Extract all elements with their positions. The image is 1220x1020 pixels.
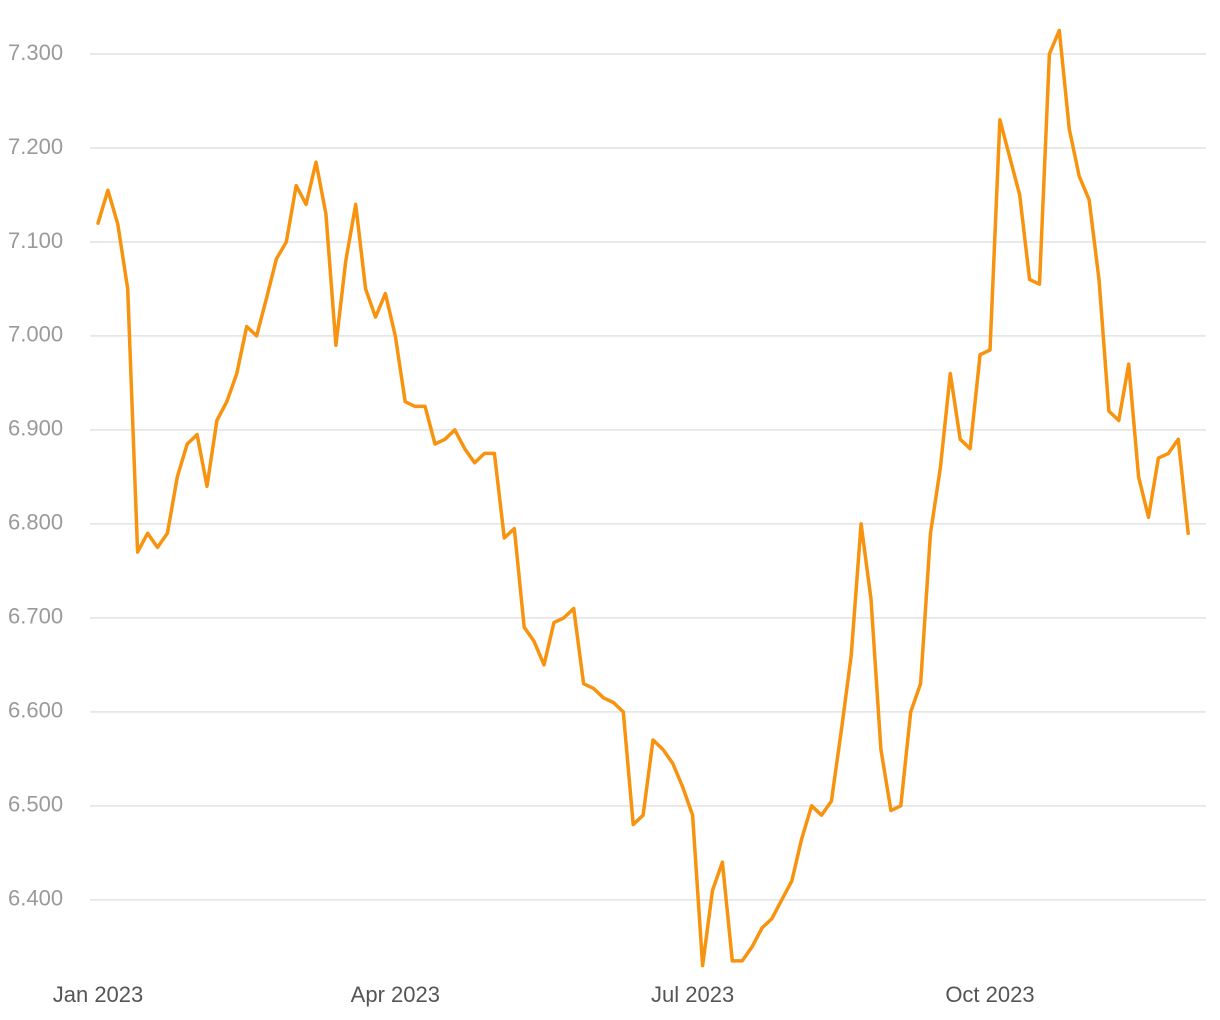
- x-tick-label: Jul 2023: [651, 982, 734, 1007]
- y-tick-label: 7.100: [8, 228, 63, 253]
- y-tick-label: 7.200: [8, 134, 63, 159]
- y-tick-label: 6.800: [8, 510, 63, 535]
- x-tick-label: Apr 2023: [351, 982, 440, 1007]
- x-tick-label: Jan 2023: [53, 982, 144, 1007]
- y-tick-label: 7.300: [8, 40, 63, 65]
- y-tick-label: 6.600: [8, 698, 63, 723]
- line: [96, 28, 1190, 968]
- y-tick-label: 6.700: [8, 604, 63, 629]
- x-tick-label: Oct 2023: [945, 982, 1034, 1007]
- y-tick-label: 6.400: [8, 886, 63, 911]
- y-tick-label: 7.000: [8, 322, 63, 347]
- y-tick-label: 6.500: [8, 792, 63, 817]
- y-tick-label: 6.900: [8, 416, 63, 441]
